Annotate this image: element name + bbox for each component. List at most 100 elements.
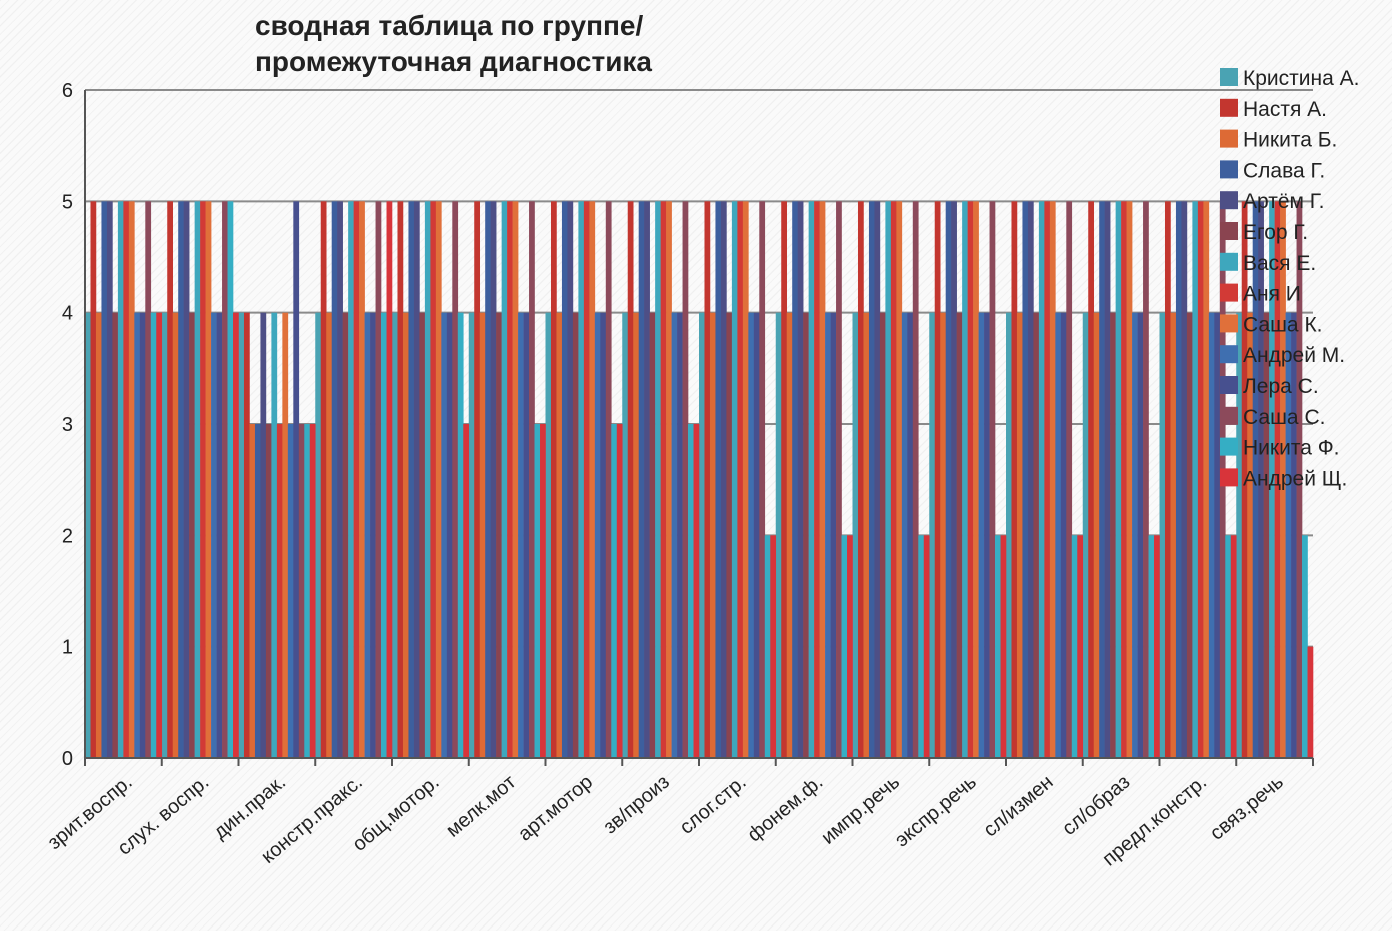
series-2: [90, 201, 1248, 758]
legend-item: Кристина А.: [1220, 67, 1359, 90]
bar: [1280, 201, 1286, 758]
series-4: [101, 201, 1259, 758]
bar: [1011, 201, 1018, 758]
bar: [934, 201, 941, 758]
legend-item: Никита Ф.: [1220, 437, 1340, 460]
legend-label: Слава Г.: [1243, 159, 1325, 182]
bar: [233, 312, 239, 758]
legend-swatch: [1220, 129, 1238, 148]
bar: [249, 424, 256, 758]
bar: [720, 201, 727, 758]
legend-label: Саша К.: [1243, 313, 1323, 336]
bar: [172, 312, 179, 758]
bar: [879, 312, 886, 758]
bar: [540, 424, 546, 758]
bar: [825, 312, 831, 758]
legend-label: Вася Е.: [1243, 252, 1316, 275]
bar: [1126, 201, 1133, 758]
bar: [1066, 201, 1073, 758]
legend-item: Артём Г.: [1220, 190, 1324, 213]
bar: [101, 201, 108, 758]
bar: [1296, 201, 1303, 758]
bar: [1252, 201, 1259, 758]
bar: [1225, 535, 1232, 758]
series-10: [134, 312, 1292, 758]
bar: [847, 535, 853, 758]
bar: [479, 312, 486, 758]
x-tick-label: сл/измен: [979, 771, 1057, 842]
bar: [304, 424, 311, 758]
bar: [1269, 201, 1275, 758]
bar: [572, 312, 579, 758]
y-tick-label: 6: [62, 80, 73, 102]
legend-label: Никита Б.: [1243, 129, 1337, 152]
bar: [1263, 312, 1270, 758]
chart-title: сводная таблица по группе/ промежуточная…: [255, 10, 652, 77]
bar: [309, 424, 316, 758]
bar: [123, 201, 130, 758]
bar: [912, 201, 919, 758]
x-tick-label: сл/образ: [1058, 771, 1134, 840]
bar: [1258, 201, 1264, 758]
series-8: [123, 201, 1281, 758]
bar: [139, 312, 146, 758]
legend-swatch: [1220, 468, 1238, 487]
bar: [446, 312, 453, 758]
bar: [567, 201, 574, 758]
x-tick-label: фонем.ф.: [743, 771, 827, 846]
bar: [320, 201, 327, 758]
legend-swatch: [1220, 345, 1238, 364]
bar: [737, 201, 744, 758]
series-3: [95, 312, 1253, 758]
bar: [967, 201, 974, 758]
bar: [1186, 312, 1193, 758]
legend-item: Саша С.: [1220, 406, 1325, 429]
bar: [348, 201, 354, 758]
bar: [978, 312, 985, 758]
bar: [1236, 312, 1243, 758]
bar: [419, 312, 426, 758]
bar: [243, 312, 250, 758]
bar: [282, 312, 289, 758]
bar: [989, 201, 996, 758]
bar: [962, 201, 968, 758]
bar: [682, 201, 689, 758]
bar: [715, 201, 722, 758]
legend-label: Настя А.: [1243, 98, 1327, 121]
bar: [370, 312, 376, 758]
bar: [227, 201, 234, 758]
bar: [649, 312, 656, 758]
bar: [923, 535, 930, 758]
bar: [161, 312, 168, 758]
bar: [550, 201, 557, 758]
series-6: [112, 312, 1270, 758]
bar: [699, 312, 705, 758]
legend-item: Слава Г.: [1220, 159, 1325, 182]
bar: [90, 201, 97, 758]
bar: [1214, 312, 1221, 758]
legend-swatch: [1220, 376, 1238, 394]
legend-swatch: [1220, 314, 1238, 333]
bar: [501, 201, 508, 758]
legend-label: Артём Г.: [1243, 190, 1324, 213]
bar: [430, 201, 437, 758]
bar: [276, 424, 283, 758]
legend-item: Лера С.: [1220, 375, 1319, 398]
bar: [1110, 312, 1116, 758]
bar: [1137, 312, 1144, 758]
bar: [1077, 535, 1084, 758]
bar: [265, 424, 272, 758]
legend-swatch: [1220, 437, 1238, 456]
bar: [863, 312, 870, 758]
bar: [490, 201, 497, 758]
bar: [402, 312, 409, 758]
bar: [211, 312, 217, 758]
bar: [95, 312, 102, 758]
bar: [633, 312, 639, 758]
bar: [594, 312, 601, 758]
bar: [1115, 201, 1122, 758]
bar: [408, 201, 415, 758]
bar: [945, 201, 952, 758]
bar: [238, 312, 245, 758]
